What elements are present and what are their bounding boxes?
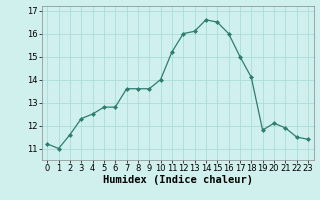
X-axis label: Humidex (Indice chaleur): Humidex (Indice chaleur) [103, 175, 252, 185]
